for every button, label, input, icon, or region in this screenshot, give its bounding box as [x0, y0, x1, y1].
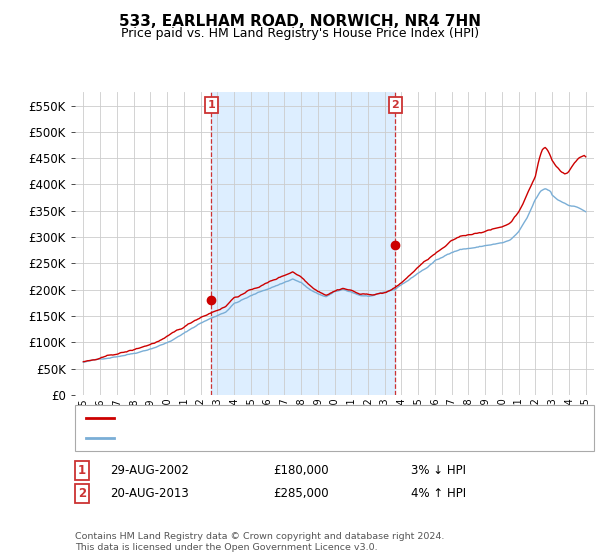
Text: 2: 2 — [78, 487, 86, 501]
Text: 533, EARLHAM ROAD, NORWICH, NR4 7HN: 533, EARLHAM ROAD, NORWICH, NR4 7HN — [119, 14, 481, 29]
Text: 20-AUG-2013: 20-AUG-2013 — [110, 487, 188, 501]
Text: £180,000: £180,000 — [273, 464, 329, 477]
Text: 29-AUG-2002: 29-AUG-2002 — [110, 464, 188, 477]
Text: 4% ↑ HPI: 4% ↑ HPI — [411, 487, 466, 501]
Text: HPI: Average price, detached house, Norwich: HPI: Average price, detached house, Norw… — [120, 433, 371, 443]
Text: 533, EARLHAM ROAD, NORWICH, NR4 7HN (detached house): 533, EARLHAM ROAD, NORWICH, NR4 7HN (det… — [120, 413, 460, 423]
Text: Price paid vs. HM Land Registry's House Price Index (HPI): Price paid vs. HM Land Registry's House … — [121, 27, 479, 40]
Text: £285,000: £285,000 — [273, 487, 329, 501]
Text: Contains HM Land Registry data © Crown copyright and database right 2024.
This d: Contains HM Land Registry data © Crown c… — [75, 532, 445, 552]
Text: 1: 1 — [78, 464, 86, 477]
Text: 1: 1 — [208, 100, 215, 110]
Text: 2: 2 — [391, 100, 399, 110]
Bar — [211, 92, 395, 395]
Text: 3% ↓ HPI: 3% ↓ HPI — [411, 464, 466, 477]
